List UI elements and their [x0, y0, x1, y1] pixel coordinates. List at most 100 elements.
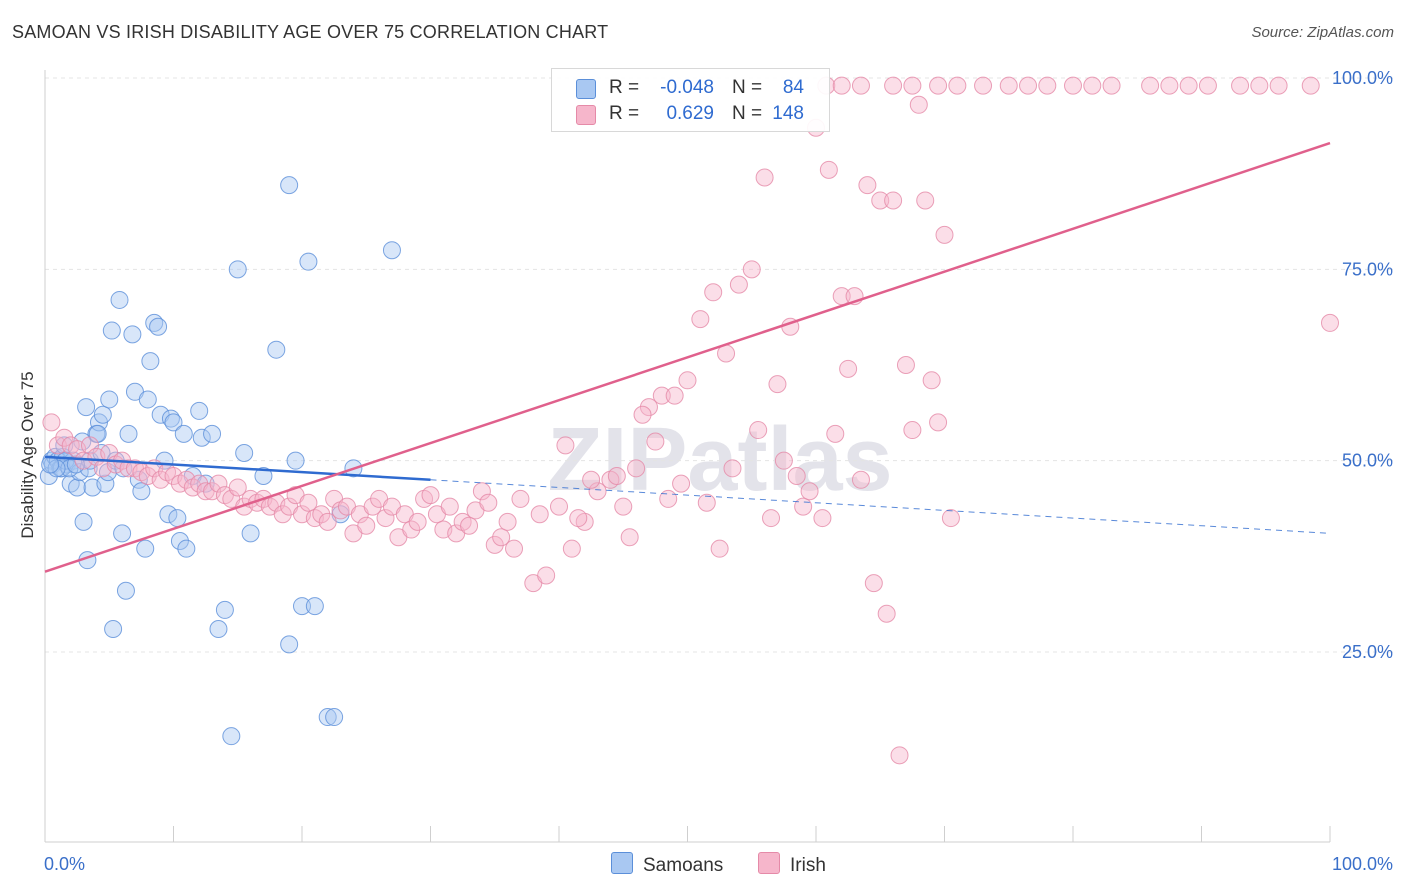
- samoans-point: [119, 424, 138, 443]
- irish-point: [472, 482, 491, 501]
- samoans-point: [68, 478, 87, 497]
- irish-point: [935, 225, 954, 244]
- irish-legend-label: Irish: [790, 855, 826, 876]
- samoans-point: [222, 727, 241, 746]
- y-tick-label: 50.0%: [1342, 451, 1393, 471]
- legend-n-label: N =: [732, 103, 763, 124]
- irish-point: [376, 509, 395, 528]
- irish-point: [884, 191, 903, 210]
- irish-point: [1102, 76, 1121, 95]
- irish-point: [42, 413, 61, 432]
- legend-r-value: -0.048: [660, 77, 714, 98]
- irish-point: [460, 516, 479, 535]
- irish-point: [659, 489, 678, 508]
- irish-point: [620, 528, 639, 547]
- correlation-legend: R = -0.048 N = 84 R = 0.629 N = 148: [551, 68, 830, 132]
- samoans-point: [170, 532, 189, 551]
- samoans-point: [325, 708, 344, 727]
- samoans-trend-dashed: [430, 479, 1331, 534]
- irish-point: [864, 574, 883, 593]
- irish-point: [697, 493, 716, 512]
- samoans-point: [77, 398, 96, 417]
- samoans-legend-swatch: [611, 852, 633, 874]
- samoans-trend-line: [44, 455, 431, 482]
- irish-point: [742, 260, 761, 279]
- chart-title: SAMOAN VS IRISH DISABILITY AGE OVER 75 C…: [12, 22, 609, 42]
- irish-point: [588, 482, 607, 501]
- samoans-point: [102, 321, 121, 340]
- irish-point: [813, 509, 832, 528]
- legend-n-value: 84: [782, 77, 804, 98]
- legend-row-samoans: R = -0.048 N = 84: [552, 75, 829, 101]
- irish-point: [440, 497, 459, 516]
- irish-point: [762, 509, 781, 528]
- legend-n-value: 148: [772, 103, 804, 124]
- samoans-point: [305, 597, 324, 616]
- samoans-point: [228, 260, 247, 279]
- irish-point: [723, 459, 742, 478]
- irish-point: [1160, 76, 1179, 95]
- irish-point: [550, 497, 568, 516]
- legend-r-label: R =: [609, 77, 640, 98]
- y-tick-label: 25.0%: [1342, 642, 1393, 662]
- samoans-point: [192, 428, 211, 447]
- samoans-point: [190, 401, 209, 420]
- samoans-legend-label: Samoans: [643, 855, 724, 876]
- samoans-point: [74, 512, 93, 531]
- irish-point: [537, 566, 556, 585]
- irish-point: [55, 428, 74, 447]
- irish-point: [80, 436, 99, 455]
- irish-point: [826, 424, 845, 443]
- irish-point: [787, 466, 806, 485]
- irish-point: [999, 76, 1018, 95]
- irish-point: [408, 512, 427, 531]
- irish-point: [1269, 76, 1288, 95]
- y-tick-label: 100.0%: [1332, 68, 1393, 88]
- samoans-point: [104, 620, 123, 639]
- samoans-point: [149, 317, 168, 336]
- irish-point: [890, 746, 909, 765]
- irish-point: [1179, 76, 1198, 95]
- samoans-point: [123, 325, 142, 344]
- irish-point: [479, 493, 498, 512]
- samoans-point: [293, 597, 311, 616]
- samoans-point: [235, 444, 254, 463]
- samoans-point: [280, 176, 299, 195]
- irish-point: [652, 386, 671, 405]
- irish-point: [909, 95, 928, 114]
- irish-point: [318, 512, 337, 531]
- irish-point: [1321, 313, 1339, 332]
- samoans-point: [100, 390, 119, 409]
- samoans-point: [286, 451, 305, 470]
- legend-item-irish: Irish: [758, 852, 826, 877]
- irish-point: [505, 539, 524, 558]
- samoans-point: [116, 581, 135, 600]
- irish-point: [929, 413, 948, 432]
- irish-point: [1064, 76, 1082, 95]
- irish-point: [922, 371, 941, 390]
- irish-point: [228, 478, 247, 497]
- irish-point: [839, 359, 858, 378]
- irish-point: [511, 489, 530, 508]
- irish-point: [209, 474, 228, 493]
- irish-point: [1301, 76, 1320, 95]
- source-credit: Source: ZipAtlas.com: [1251, 24, 1394, 41]
- irish-point: [485, 535, 504, 554]
- samoans-point: [280, 635, 299, 654]
- samoans-point: [136, 539, 155, 558]
- irish-point: [755, 168, 774, 187]
- irish-point: [562, 539, 581, 558]
- irish-point: [948, 76, 967, 95]
- irish-point: [749, 421, 768, 440]
- irish-point: [851, 76, 870, 95]
- irish-point: [357, 516, 376, 535]
- irish-trend-line: [44, 141, 1331, 573]
- irish-swatch: [576, 105, 596, 125]
- samoans-point: [168, 509, 187, 528]
- samoans-point: [96, 474, 115, 493]
- irish-point: [941, 509, 960, 528]
- irish-point: [710, 539, 729, 558]
- irish-point: [896, 356, 915, 374]
- irish-point: [704, 283, 723, 302]
